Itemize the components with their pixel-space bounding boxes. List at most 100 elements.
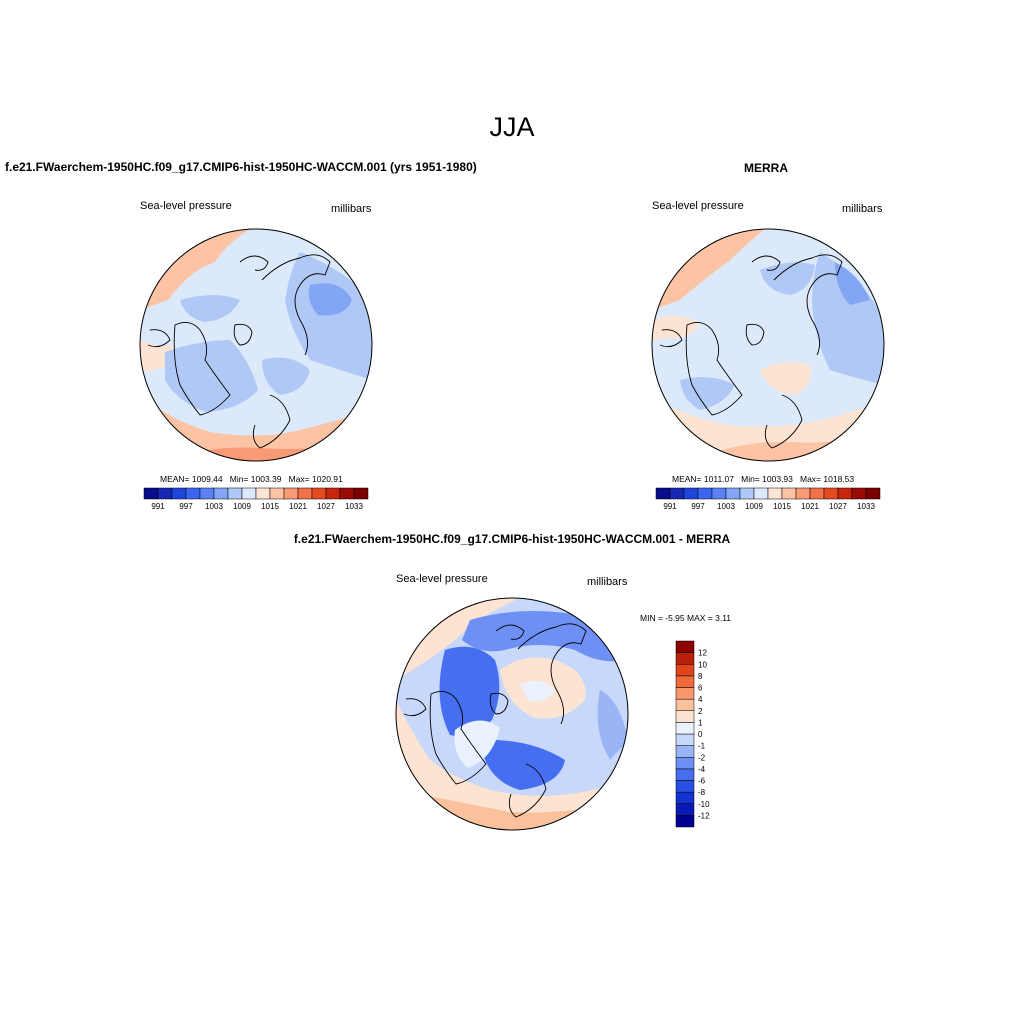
diff-units-label: millibars <box>587 576 628 588</box>
model-colorbar-tick-label: 1027 <box>317 502 335 511</box>
diff-neutral-center <box>520 681 555 702</box>
model-colorbar-box <box>255 487 271 500</box>
diff-map <box>396 598 628 830</box>
obs-colorbar-tick-label: 1021 <box>801 502 819 511</box>
model-colorbar-tick-label: 1003 <box>205 502 223 511</box>
obs-panel-title: MERRA <box>744 161 788 175</box>
obs-colorbar-tick-label: 1027 <box>829 502 847 511</box>
obs-colorbar-box <box>697 487 713 500</box>
diff-colorbar-tick-label: -6 <box>698 777 706 786</box>
model-low-pressure-europe <box>262 357 310 395</box>
obs-colorbar-box <box>683 487 699 500</box>
model-colorbar-box <box>227 487 243 500</box>
model-colorbar-box <box>269 487 285 500</box>
model-colorbar-tick-label: 1021 <box>289 502 307 511</box>
model-coastlines <box>147 254 331 449</box>
diff-colorbar-box <box>675 722 695 735</box>
obs-high-pressure-europe <box>760 362 811 395</box>
obs-low-pressure-north <box>760 262 815 295</box>
obs-colorbar-box <box>739 487 755 500</box>
model-colorbar-box <box>241 487 257 500</box>
diff-colorbar-box <box>675 675 695 688</box>
model-colorbar-box <box>339 487 355 500</box>
diff-colorbar-tick-label: -10 <box>698 800 710 809</box>
obs-low-pressure-greenland <box>680 376 735 410</box>
diff-negative-greenland <box>439 646 500 736</box>
model-low-pressure-arctic <box>180 295 240 322</box>
model-colorbar-box <box>185 487 201 500</box>
obs-variable-label: Sea-level pressure <box>652 200 744 212</box>
model-colorbar-box <box>157 487 173 500</box>
obs-colorbar-tick-label: 991 <box>663 502 677 511</box>
diff-negative-east <box>597 690 628 760</box>
diff-negative-atlantic <box>480 739 565 790</box>
obs-colorbar-box <box>837 487 853 500</box>
obs-colorbar-box <box>865 487 881 500</box>
diff-colorbar-tick-label: -8 <box>698 788 706 797</box>
obs-colorbar-tick-label: 1003 <box>717 502 735 511</box>
model-stats: MEAN= 1009.44 Min= 1003.39 Max= 1020.91 <box>160 474 343 484</box>
diff-colorbar-tick-label: 1 <box>698 718 703 727</box>
obs-colorbar-box <box>781 487 797 500</box>
diff-colorbar-box <box>675 710 695 723</box>
obs-colorbar-box <box>753 487 769 500</box>
diff-colorbar-box <box>675 640 695 653</box>
diff-variable-label: Sea-level pressure <box>396 573 488 585</box>
model-colorbar-box <box>325 487 341 500</box>
obs-colorbar-box <box>655 487 671 500</box>
obs-colorbar-tick-label: 1009 <box>745 502 763 511</box>
model-high-pressure-south <box>140 395 372 461</box>
obs-map <box>652 229 884 461</box>
diff-colorbar-box <box>675 664 695 677</box>
obs-colorbar-tick-label: 1015 <box>773 502 791 511</box>
diff-colorbar-box <box>675 803 695 816</box>
diff-colorbar-tick-label: -1 <box>698 742 706 751</box>
diff-neutral-greenland <box>454 720 500 768</box>
diff-colorbar-box <box>675 780 695 793</box>
model-panel-title: f.e21.FWaerchem-1950HC.f09_g17.CMIP6-his… <box>5 160 477 174</box>
model-colorbar-tick-label: 1033 <box>345 502 363 511</box>
diff-colorbar-box <box>675 791 695 804</box>
model-variable-label: Sea-level pressure <box>140 200 232 212</box>
obs-colorbar-box <box>851 487 867 500</box>
model-colorbar-box <box>353 487 369 500</box>
model-colorbar-box <box>311 487 327 500</box>
model-colorbar: 991 997 1003 1009 1015 1021 1027 1033 <box>143 487 369 511</box>
obs-map-border <box>651 228 885 462</box>
diff-colorbar-tick-label: -12 <box>698 811 710 820</box>
obs-colorbar: 991 997 1003 1009 1015 1021 1027 1033 <box>655 487 881 511</box>
diff-colorbar-tick-label: 10 <box>698 660 707 669</box>
diff-positive-south <box>396 700 628 830</box>
obs-colorbar-box <box>795 487 811 500</box>
model-map <box>140 229 372 461</box>
model-units-label: millibars <box>331 203 372 215</box>
diff-colorbar-tick-label: 2 <box>698 707 703 716</box>
diff-colorbar-box <box>675 687 695 700</box>
diff-coastlines <box>403 623 587 818</box>
diff-colorbar-tick-label: 8 <box>698 672 703 681</box>
obs-stats: MEAN= 1011.07 Min= 1003.93 Max= 1018.53 <box>672 474 855 484</box>
figure-title: JJA <box>489 112 535 142</box>
diff-colorbar-box <box>675 745 695 758</box>
diff-colorbar-box <box>675 733 695 746</box>
model-low-pressure-east-core <box>308 283 352 316</box>
obs-colorbar-box <box>823 487 839 500</box>
diff-map-border <box>395 597 629 831</box>
diff-colorbar-tick-label: 4 <box>698 695 703 704</box>
obs-units-label: millibars <box>842 203 883 215</box>
model-low-pressure-greenland <box>165 340 258 412</box>
model-map-border <box>139 228 373 462</box>
model-colorbar-tick-label: 1009 <box>233 502 251 511</box>
diff-colorbar-box <box>675 652 695 665</box>
model-colorbar-box <box>171 487 187 500</box>
obs-colorbar-box <box>725 487 741 500</box>
model-colorbar-box <box>297 487 313 500</box>
diff-colorbar-box <box>675 698 695 711</box>
obs-low-pressure-east-core <box>835 262 870 305</box>
model-colorbar-box <box>143 487 159 500</box>
diff-panel-title: f.e21.FWaerchem-1950HC.f09_g17.CMIP6-his… <box>293 532 731 546</box>
diff-colorbar-box <box>675 768 695 781</box>
obs-colorbar-box <box>767 487 783 500</box>
obs-high-pressure-west <box>652 316 700 340</box>
